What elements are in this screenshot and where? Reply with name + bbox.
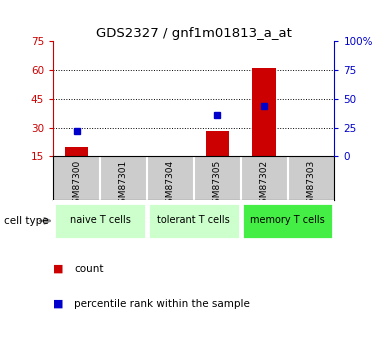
Text: ■: ■ bbox=[53, 264, 64, 274]
Title: GDS2327 / gnf1m01813_a_at: GDS2327 / gnf1m01813_a_at bbox=[96, 27, 292, 40]
Text: GSM87305: GSM87305 bbox=[213, 160, 222, 209]
Bar bbox=[252, 68, 276, 156]
Text: GSM87301: GSM87301 bbox=[119, 160, 128, 209]
Text: GSM87304: GSM87304 bbox=[166, 160, 175, 209]
Bar bbox=[206, 131, 229, 156]
Text: naive T cells: naive T cells bbox=[70, 215, 130, 225]
FancyBboxPatch shape bbox=[54, 203, 146, 239]
Text: GSM87300: GSM87300 bbox=[72, 160, 81, 209]
Text: percentile rank within the sample: percentile rank within the sample bbox=[74, 299, 250, 308]
Text: GSM87302: GSM87302 bbox=[260, 160, 269, 209]
Text: memory T cells: memory T cells bbox=[250, 215, 325, 225]
Text: tolerant T cells: tolerant T cells bbox=[157, 215, 230, 225]
Text: cell type: cell type bbox=[4, 216, 48, 226]
FancyBboxPatch shape bbox=[242, 203, 334, 239]
Text: ■: ■ bbox=[53, 299, 64, 308]
FancyBboxPatch shape bbox=[148, 203, 240, 239]
Bar bbox=[65, 147, 88, 156]
Text: GSM87303: GSM87303 bbox=[306, 160, 315, 209]
Text: count: count bbox=[74, 264, 104, 274]
